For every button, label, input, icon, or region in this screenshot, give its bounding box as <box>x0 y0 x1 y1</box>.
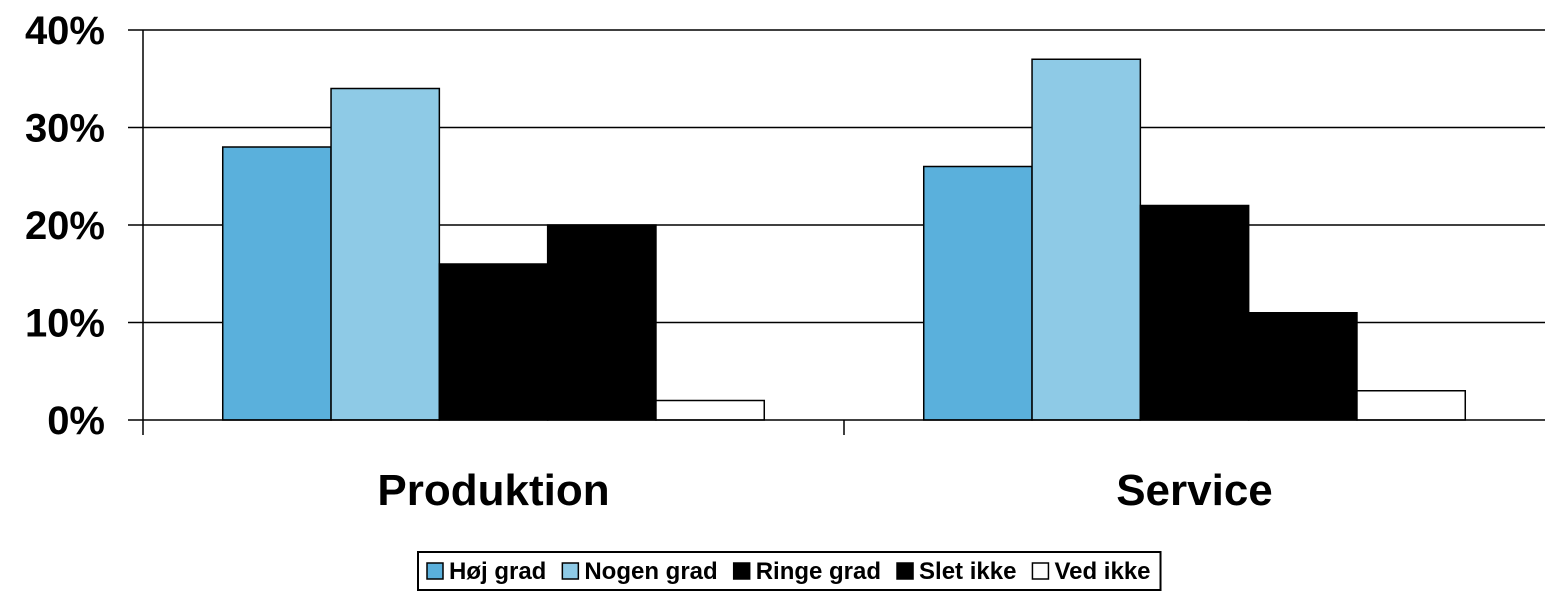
legend-label: Ringe grad <box>756 558 881 585</box>
y-tick-label: 10% <box>25 302 105 346</box>
bar <box>1356 390 1467 421</box>
legend-swatch <box>426 562 444 580</box>
legend-label: Høj grad <box>449 558 546 585</box>
category-label: Produktion <box>377 466 609 515</box>
legend-label: Nogen grad <box>584 558 717 585</box>
legend-label: Ved ikke <box>1054 558 1150 585</box>
category-labels: Produktion Service <box>377 466 1272 515</box>
y-tick-label: 30% <box>25 107 105 151</box>
y-tick-label: 0% <box>47 399 105 443</box>
legend: Høj grad Nogen grad Ringe grad Slet ikke Ved… <box>417 551 1162 591</box>
bar <box>221 146 332 421</box>
bar <box>1031 58 1142 421</box>
bar <box>546 224 657 421</box>
legend-swatch <box>732 562 751 580</box>
legend-swatch <box>896 562 914 580</box>
bar <box>438 263 549 421</box>
category-label: Service <box>1116 466 1273 515</box>
bar <box>655 399 766 421</box>
y-tick-label: 20% <box>25 204 105 248</box>
bar <box>330 87 441 421</box>
axes <box>128 29 1545 435</box>
bar <box>922 165 1033 421</box>
legend-swatch <box>1031 562 1050 580</box>
y-tick-labels: 0% 10% 20% 30% 40% <box>25 9 105 443</box>
legend-label: Slet ikke <box>919 558 1016 585</box>
y-tick-label: 40% <box>25 9 105 53</box>
bars <box>221 58 1467 421</box>
bar <box>1139 204 1250 421</box>
legend-swatch <box>561 562 580 580</box>
bar <box>1247 312 1358 421</box>
